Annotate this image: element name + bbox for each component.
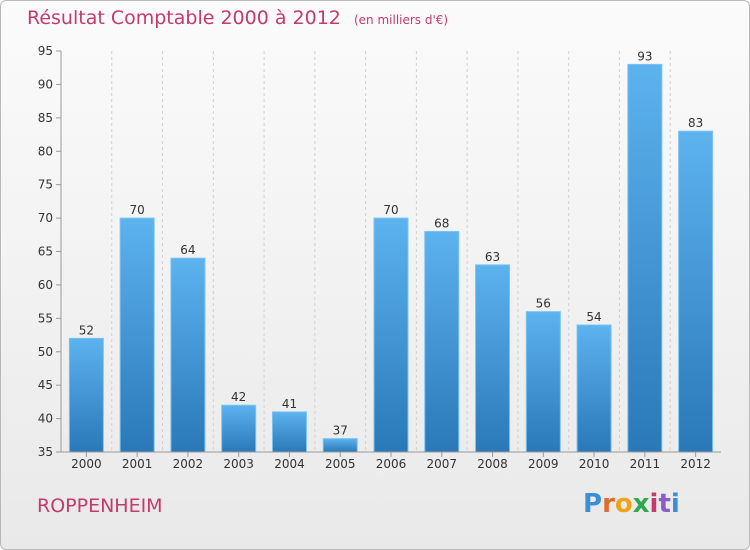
bar [525, 311, 561, 453]
bar [475, 264, 511, 453]
y-tick-label: 65 [38, 245, 53, 259]
y-tick-label: 60 [38, 278, 53, 292]
bar [68, 337, 104, 453]
bar-value-label: 37 [333, 424, 348, 438]
x-tick-label: 2009 [528, 457, 559, 471]
bar [627, 63, 663, 453]
chart-subtitle: (en milliers d'€) [353, 13, 449, 27]
x-tick-label: 2000 [71, 457, 102, 471]
bar-value-label: 41 [282, 397, 297, 411]
x-tick-label: 2012 [680, 457, 711, 471]
y-tick-label: 40 [38, 412, 53, 426]
x-tick-label: 2008 [477, 457, 508, 471]
y-tick-label: 85 [38, 111, 53, 125]
y-tick-label: 45 [38, 378, 53, 392]
commune-name: ROPPENHEIM [37, 495, 163, 517]
x-tick-label: 2006 [376, 457, 407, 471]
grid-lines [111, 51, 671, 452]
bar-value-label: 42 [231, 390, 246, 404]
y-tick-label: 75 [38, 178, 53, 192]
bars: 52 70 64 42 41 37 70 68 63 56 54 93 83 [68, 49, 714, 453]
x-tick-label: 2011 [630, 457, 661, 471]
x-tick-label: 2003 [223, 457, 254, 471]
bar [322, 438, 358, 453]
y-tick-label: 95 [38, 44, 53, 58]
y-tick-label: 50 [38, 345, 53, 359]
logo-letter: P [583, 489, 603, 519]
x-tick-label: 2004 [274, 457, 305, 471]
bar [576, 324, 612, 453]
bar-value-label: 68 [434, 216, 449, 230]
y-tick-label: 55 [38, 311, 53, 325]
chart-title-block: Résultat Comptable 2000 à 2012 (en milli… [27, 7, 448, 29]
logo-letter: x [632, 489, 650, 519]
bar-value-label: 54 [586, 310, 601, 324]
x-tick-label: 2002 [173, 457, 204, 471]
bar [424, 230, 460, 453]
bar-value-label: 56 [536, 297, 551, 311]
x-tick-label: 2001 [122, 457, 153, 471]
y-tick-label: 35 [38, 445, 53, 459]
x-tick-label: 2005 [325, 457, 356, 471]
x-axis-ticks: 2000 2001 2002 2003 2004 2005 2006 2007 2008 2009… [71, 452, 711, 471]
bar-value-label: 63 [485, 250, 500, 264]
x-tick-label: 2010 [579, 457, 610, 471]
bar-value-label: 93 [637, 49, 652, 63]
bar [678, 130, 714, 453]
logo-letter: i [670, 489, 680, 519]
y-tick-label: 70 [38, 211, 53, 225]
y-axis-ticks: 35 40 45 50 55 60 65 70 75 80 85 90 95 [38, 44, 61, 459]
bar-value-label: 70 [130, 203, 145, 217]
logo-letter: i [649, 489, 659, 519]
bar [170, 257, 206, 453]
bar [271, 411, 307, 453]
bar [119, 217, 155, 453]
bar [373, 217, 409, 453]
x-tick-label: 2007 [426, 457, 457, 471]
bar-value-label: 52 [79, 323, 94, 337]
y-tick-label: 90 [38, 77, 53, 91]
bar-value-label: 70 [383, 203, 398, 217]
bar-value-label: 64 [180, 243, 195, 257]
bar-value-label: 83 [688, 116, 703, 130]
proxiti-logo: Proxiti [583, 489, 680, 519]
logo-letter: o [614, 489, 633, 519]
chart-title: Résultat Comptable 2000 à 2012 [27, 7, 341, 29]
logo-letter: r [602, 489, 615, 519]
logo-letter: t [658, 489, 671, 519]
bar [221, 404, 257, 453]
y-tick-label: 80 [38, 144, 53, 158]
